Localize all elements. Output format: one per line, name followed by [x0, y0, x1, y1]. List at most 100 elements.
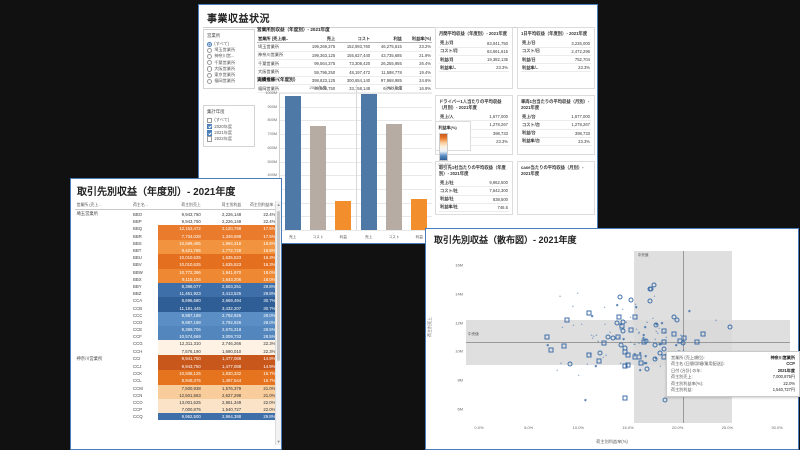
- scatter-point[interactable]: [647, 286, 653, 292]
- scatter-point[interactable]: [661, 328, 667, 334]
- crosstab-row[interactable]: 東京営業所 398,623,125 300,654,140 97,968,985 24.…: [257, 76, 432, 86]
- scatter-point[interactable]: [596, 358, 602, 364]
- scatter-point[interactable]: [727, 324, 733, 330]
- table-row[interactable]: CCN 12,501,563 2,627,298 21.0%: [75, 391, 277, 399]
- table-row[interactable]: BBV 10,010,625 1,635,523 16.3%: [75, 261, 277, 269]
- scatter-point[interactable]: [671, 314, 677, 320]
- scatter-point[interactable]: +: [632, 342, 636, 347]
- scatter-point[interactable]: +: [576, 291, 579, 296]
- table-row[interactable]: BBQ 12,153,472 2,120,798 17.5%: [75, 225, 277, 233]
- crosstab-row[interactable]: 埼玉営業所 199,269,375 152,993,760 46,275,615 23.…: [257, 42, 432, 52]
- scatter-point[interactable]: ✱: [660, 321, 664, 326]
- scatter-point[interactable]: [564, 317, 570, 323]
- scatter-point[interactable]: ×: [637, 341, 640, 346]
- radio-icon[interactable]: [207, 41, 213, 47]
- scatter-point[interactable]: [620, 328, 626, 334]
- table-row[interactable]: CCC 9,987,188 2,792,926 28.0%: [75, 311, 277, 319]
- table-row[interactable]: BBT 9,421,765 1,772,728 18.8%: [75, 246, 277, 255]
- table-row[interactable]: BBS 10,599,485 1,994,318 18.8%: [75, 239, 277, 247]
- table-row[interactable]: CCP 7,000,875 1,540,727 22.0%: [75, 406, 277, 414]
- scatter-point[interactable]: ×: [648, 340, 651, 345]
- detail-table-scroll-region[interactable]: 営業所 (売上.. 荷主名 .. 荷主別売上 荷主別利益 荷主別利益率.. 埼玉…: [75, 201, 277, 445]
- scatter-point[interactable]: ×: [571, 304, 574, 309]
- scatter-point[interactable]: +: [635, 327, 638, 332]
- table-row[interactable]: CCM 7,500,938 1,576,379 21.0%: [75, 384, 277, 392]
- scatter-point[interactable]: ×: [656, 331, 659, 336]
- scatter-point[interactable]: [622, 363, 628, 369]
- scatter-point[interactable]: [671, 331, 677, 337]
- scatter-point[interactable]: ✱: [583, 398, 587, 403]
- filter-office[interactable]: 営業所 (すべて) 埼玉営業所 神奈川営...: [203, 29, 255, 90]
- scatter-point[interactable]: +: [621, 307, 624, 312]
- scatter-point[interactable]: ×: [625, 320, 628, 325]
- scatter-point[interactable]: [614, 320, 620, 326]
- checkbox-icon[interactable]: [207, 117, 213, 124]
- scatter-point[interactable]: +: [619, 327, 622, 332]
- bar-コスト[interactable]: [386, 124, 402, 230]
- checkbox-icon[interactable]: [207, 136, 213, 142]
- bar-売上[interactable]: [284, 96, 301, 230]
- scatter-point[interactable]: ✱: [658, 342, 662, 347]
- scatter-point[interactable]: ×: [559, 361, 563, 366]
- scatter-point[interactable]: ✱: [644, 354, 648, 359]
- table-row[interactable]: CCO 13,001,625 2,861,349 22.0%: [75, 398, 277, 407]
- scatter-point[interactable]: [661, 346, 667, 352]
- scatter-point[interactable]: ✱: [594, 364, 598, 369]
- table-row[interactable]: BBR 7,734,028 1,349,598 17.5%: [75, 232, 277, 240]
- scatter-point[interactable]: ×: [634, 302, 637, 307]
- scatter-point[interactable]: ✱: [619, 322, 623, 327]
- table-row[interactable]: CCE 9,399,706 2,675,318 28.5%: [75, 326, 277, 334]
- scatter-point[interactable]: ×: [654, 337, 657, 342]
- scatter-point[interactable]: ✱: [657, 342, 661, 347]
- detail-table-scrollbar[interactable]: ▲ ▼: [275, 201, 281, 445]
- scatter-point[interactable]: [644, 366, 650, 372]
- scatter-point[interactable]: ✱: [615, 303, 619, 308]
- scatter-point[interactable]: +: [592, 334, 595, 339]
- scatter-point[interactable]: +: [602, 355, 605, 360]
- scrollbar-thumb[interactable]: [276, 211, 281, 361]
- scatter-point[interactable]: ×: [558, 294, 562, 299]
- scatter-point[interactable]: ×: [595, 333, 598, 338]
- scatter-point[interactable]: +: [580, 322, 583, 327]
- table-row[interactable]: BBY 8,398,077 2,503,251 29.8%: [75, 282, 277, 291]
- bar-利益[interactable]: [335, 200, 352, 230]
- scatter-point[interactable]: [601, 340, 607, 346]
- scatter-point[interactable]: [632, 354, 638, 360]
- bar-コスト[interactable]: [310, 125, 326, 230]
- table-row[interactable]: CCG 12,311,310 2,746,266 22.3%: [75, 340, 277, 348]
- table-row[interactable]: CCJ 9,943,750 1,477,088 14.9%: [75, 362, 277, 371]
- scatter-point[interactable]: +: [603, 305, 606, 310]
- crosstab-row[interactable]: 大阪営業所 59,796,250 48,197,472 11,598,778 19.4%: [257, 67, 432, 77]
- scatter-point[interactable]: ✱: [654, 322, 658, 327]
- table-row[interactable]: CCA 8,696,680 2,669,494 30.7%: [75, 297, 277, 305]
- scatter-point[interactable]: +: [629, 340, 632, 345]
- radio-icon[interactable]: [207, 78, 213, 84]
- scroll-up-icon[interactable]: ▲: [276, 202, 281, 207]
- radio-icon[interactable]: [207, 53, 213, 60]
- filter-year-option-2020[interactable]: 2020年度: [207, 124, 251, 130]
- scatter-point[interactable]: ✱: [641, 336, 645, 341]
- table-row[interactable]: CCL 8,949,375 1,497,544 16.7%: [75, 377, 277, 385]
- scatter-point[interactable]: ✱: [546, 343, 550, 348]
- filter-office-option-fukuoka[interactable]: 福岡営業所: [207, 78, 251, 84]
- table-row[interactable]: CCD 9,987,188 2,792,926 28.0%: [75, 318, 277, 326]
- scatter-point[interactable]: ✱: [638, 351, 642, 356]
- scatter-point[interactable]: +: [683, 349, 686, 353]
- radio-icon[interactable]: [207, 72, 213, 78]
- checkbox-icon[interactable]: [207, 130, 213, 136]
- scatter-point[interactable]: [641, 339, 647, 345]
- scatter-point[interactable]: ×: [609, 330, 612, 335]
- crosstab-row[interactable]: 千葉営業所 99,564,375 73,308,420 26,255,955 26.4%: [257, 59, 432, 69]
- scatter-point[interactable]: +: [572, 323, 575, 328]
- scatter-point[interactable]: ×: [714, 318, 717, 323]
- scatter-point[interactable]: ×: [633, 342, 636, 347]
- filter-office-option-saitama[interactable]: 埼玉営業所: [207, 47, 251, 53]
- scatter-point[interactable]: [616, 314, 622, 320]
- scatter-point[interactable]: ✱: [674, 343, 678, 348]
- scatter-point[interactable]: [674, 317, 680, 323]
- table-row[interactable]: 埼玉営業所 BBO 9,943,750 2,226,148 22.4%: [75, 209, 277, 219]
- scatter-point[interactable]: +: [629, 315, 632, 320]
- scatter-point[interactable]: ✱: [687, 309, 691, 314]
- scatter-point[interactable]: +: [561, 325, 564, 330]
- scatter-point[interactable]: ×: [655, 329, 658, 334]
